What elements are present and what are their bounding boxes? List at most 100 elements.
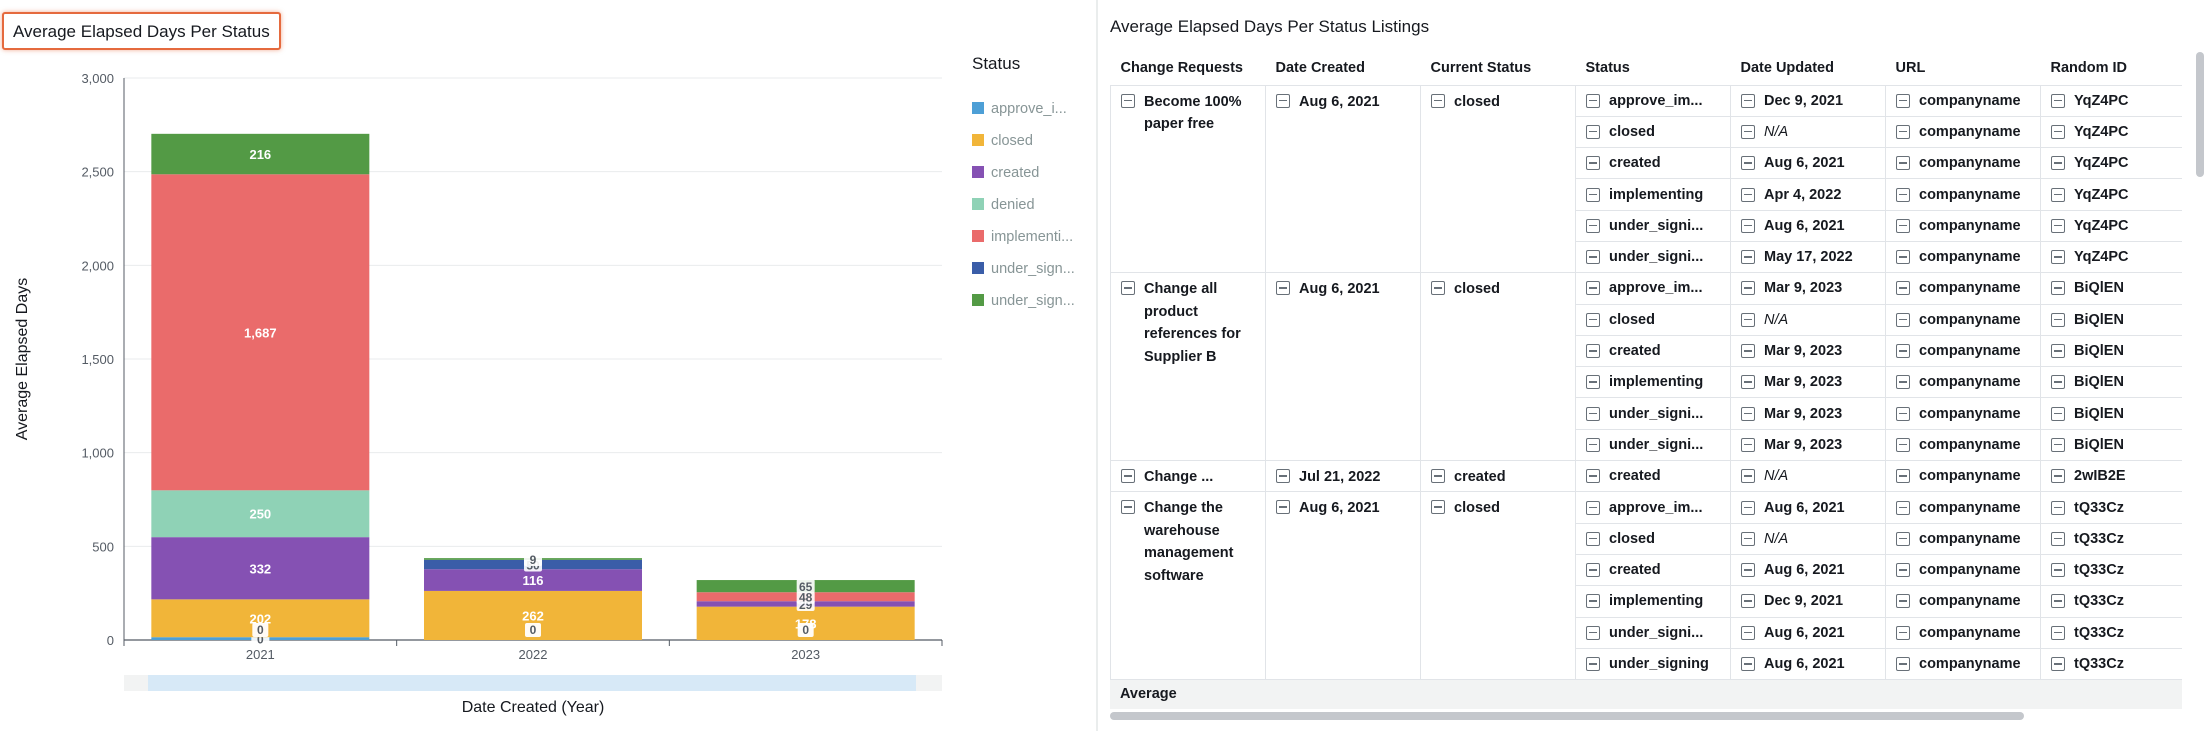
random-id-cell[interactable]: tQ33Cz bbox=[2040, 616, 2182, 649]
collapse-toggle-icon[interactable] bbox=[2051, 93, 2065, 108]
random-id-cell[interactable]: BiQlEN bbox=[2040, 397, 2182, 430]
status-cell[interactable]: created bbox=[1575, 147, 1731, 179]
random-id-cell[interactable]: tQ33Cz bbox=[2040, 553, 2182, 586]
collapse-toggle-icon[interactable] bbox=[1741, 625, 1755, 640]
date-updated-cell[interactable]: N/A bbox=[1730, 303, 1886, 336]
date-updated-cell[interactable]: Dec 9, 2021 bbox=[1730, 585, 1886, 618]
collapse-toggle-icon[interactable] bbox=[1741, 406, 1755, 421]
collapse-toggle-icon[interactable] bbox=[1121, 93, 1135, 108]
random-id-cell[interactable]: YqZ4PC bbox=[2040, 115, 2182, 148]
current-status-cell[interactable]: created bbox=[1420, 460, 1576, 492]
random-id-cell[interactable]: YqZ4PC bbox=[2040, 240, 2182, 273]
status-cell[interactable]: implementing bbox=[1575, 585, 1731, 618]
date-created-cell[interactable]: Jul 21, 2022 bbox=[1265, 460, 1421, 492]
collapse-toggle-icon[interactable] bbox=[2051, 469, 2065, 484]
legend-swatch[interactable] bbox=[972, 294, 984, 306]
change-request-cell[interactable]: Change ... bbox=[1110, 460, 1266, 492]
random-id-cell[interactable]: tQ33Cz bbox=[2040, 522, 2182, 555]
date-updated-cell[interactable]: Dec 9, 2021 bbox=[1730, 84, 1886, 117]
random-id-cell[interactable]: tQ33Cz bbox=[2040, 585, 2182, 618]
table-title[interactable]: Average Elapsed Days Per Status Listings bbox=[1110, 17, 1430, 36]
collapse-toggle-icon[interactable] bbox=[2051, 437, 2065, 452]
collapse-toggle-icon[interactable] bbox=[1586, 563, 1600, 578]
date-updated-cell[interactable]: Aug 6, 2021 bbox=[1730, 209, 1886, 242]
bar-segment[interactable] bbox=[424, 569, 642, 591]
collapse-toggle-icon[interactable] bbox=[2051, 250, 2065, 265]
url-cell[interactable]: companyname bbox=[1885, 647, 2041, 680]
legend-swatch[interactable] bbox=[972, 230, 984, 242]
url-cell[interactable]: companyname bbox=[1885, 115, 2041, 148]
collapse-toggle-icon[interactable] bbox=[1741, 250, 1755, 265]
url-cell[interactable]: companyname bbox=[1885, 178, 2041, 211]
status-cell[interactable]: approve_im... bbox=[1575, 491, 1731, 524]
collapse-toggle-icon[interactable] bbox=[1741, 437, 1755, 452]
collapse-toggle-icon[interactable] bbox=[2051, 312, 2065, 327]
random-id-cell[interactable]: 2wIB2E bbox=[2040, 460, 2182, 492]
url-cell[interactable]: companyname bbox=[1885, 522, 2041, 555]
pivot-table-visual[interactable]: Average Elapsed Days Per Status Listings… bbox=[1098, 0, 2208, 731]
url-cell[interactable]: companyname bbox=[1885, 460, 2041, 492]
range-slider-window[interactable] bbox=[148, 675, 916, 691]
collapse-toggle-icon[interactable] bbox=[1741, 344, 1755, 359]
status-cell[interactable]: under_signi... bbox=[1575, 240, 1731, 273]
collapse-toggle-icon[interactable] bbox=[1276, 500, 1290, 515]
collapse-toggle-icon[interactable] bbox=[2051, 218, 2065, 233]
status-cell[interactable]: created bbox=[1575, 553, 1731, 586]
collapse-toggle-icon[interactable] bbox=[1121, 469, 1135, 484]
status-cell[interactable]: closed bbox=[1575, 303, 1731, 336]
collapse-toggle-icon[interactable] bbox=[2051, 531, 2065, 546]
collapse-toggle-icon[interactable] bbox=[1896, 124, 1910, 139]
url-cell[interactable]: companyname bbox=[1885, 428, 2041, 461]
collapse-toggle-icon[interactable] bbox=[1741, 124, 1755, 139]
date-updated-cell[interactable]: Aug 6, 2021 bbox=[1730, 647, 1886, 680]
date-updated-cell[interactable]: Mar 9, 2023 bbox=[1730, 428, 1886, 461]
random-id-cell[interactable]: YqZ4PC bbox=[2040, 178, 2182, 211]
collapse-toggle-icon[interactable] bbox=[1431, 469, 1445, 484]
collapse-toggle-icon[interactable] bbox=[2051, 625, 2065, 640]
collapse-toggle-icon[interactable] bbox=[2051, 281, 2065, 296]
collapse-toggle-icon[interactable] bbox=[1586, 437, 1600, 452]
collapse-toggle-icon[interactable] bbox=[1586, 124, 1600, 139]
date-updated-cell[interactable]: Mar 9, 2023 bbox=[1730, 397, 1886, 430]
collapse-toggle-icon[interactable] bbox=[1741, 156, 1755, 171]
status-cell[interactable]: created bbox=[1575, 460, 1731, 492]
collapse-toggle-icon[interactable] bbox=[2051, 563, 2065, 578]
collapse-toggle-icon[interactable] bbox=[1896, 93, 1910, 108]
stacked-bar-chart-visual[interactable]: 0 500 1,000 1,500 2,000 2,500 3,000 Average Ela… bbox=[0, 0, 1096, 731]
change-request-cell[interactable]: Become 100% paper free bbox=[1110, 84, 1266, 273]
status-cell[interactable]: approve_im... bbox=[1575, 84, 1731, 117]
status-cell[interactable]: under_signi... bbox=[1575, 209, 1731, 242]
collapse-toggle-icon[interactable] bbox=[1431, 93, 1445, 108]
collapse-toggle-icon[interactable] bbox=[1896, 218, 1910, 233]
date-updated-cell[interactable]: Mar 9, 2023 bbox=[1730, 366, 1886, 398]
change-request-cell[interactable]: Change all product references for Suppli… bbox=[1110, 272, 1266, 461]
collapse-toggle-icon[interactable] bbox=[1896, 406, 1910, 421]
url-cell[interactable]: companyname bbox=[1885, 553, 2041, 586]
bar-segment[interactable] bbox=[151, 537, 370, 600]
current-status-cell[interactable]: closed bbox=[1420, 84, 1576, 273]
date-updated-cell[interactable]: N/A bbox=[1730, 460, 1886, 492]
collapse-toggle-icon[interactable] bbox=[1431, 281, 1445, 296]
collapse-toggle-icon[interactable] bbox=[1741, 657, 1755, 672]
date-created-cell[interactable]: Aug 6, 2021 bbox=[1265, 84, 1421, 273]
collapse-toggle-icon[interactable] bbox=[1896, 437, 1910, 452]
column-header[interactable]: Date Updated bbox=[1730, 52, 1886, 85]
collapse-toggle-icon[interactable] bbox=[1741, 218, 1755, 233]
url-cell[interactable]: companyname bbox=[1885, 303, 2041, 336]
collapse-toggle-icon[interactable] bbox=[1431, 500, 1445, 515]
collapse-toggle-icon[interactable] bbox=[2051, 156, 2065, 171]
collapse-toggle-icon[interactable] bbox=[1586, 344, 1600, 359]
collapse-toggle-icon[interactable] bbox=[1586, 375, 1600, 390]
collapse-toggle-icon[interactable] bbox=[1586, 93, 1600, 108]
date-created-cell[interactable]: Aug 6, 2021 bbox=[1265, 272, 1421, 461]
column-header[interactable]: Date Created bbox=[1265, 52, 1421, 85]
collapse-toggle-icon[interactable] bbox=[1586, 500, 1600, 515]
collapse-toggle-icon[interactable] bbox=[1896, 187, 1910, 202]
collapse-toggle-icon[interactable] bbox=[1586, 594, 1600, 609]
legend-swatch[interactable] bbox=[972, 262, 984, 274]
bar-segment[interactable] bbox=[151, 490, 370, 538]
date-updated-cell[interactable]: May 17, 2022 bbox=[1730, 240, 1886, 273]
collapse-toggle-icon[interactable] bbox=[2051, 500, 2065, 515]
random-id-cell[interactable]: tQ33Cz bbox=[2040, 647, 2182, 680]
collapse-toggle-icon[interactable] bbox=[1276, 93, 1290, 108]
